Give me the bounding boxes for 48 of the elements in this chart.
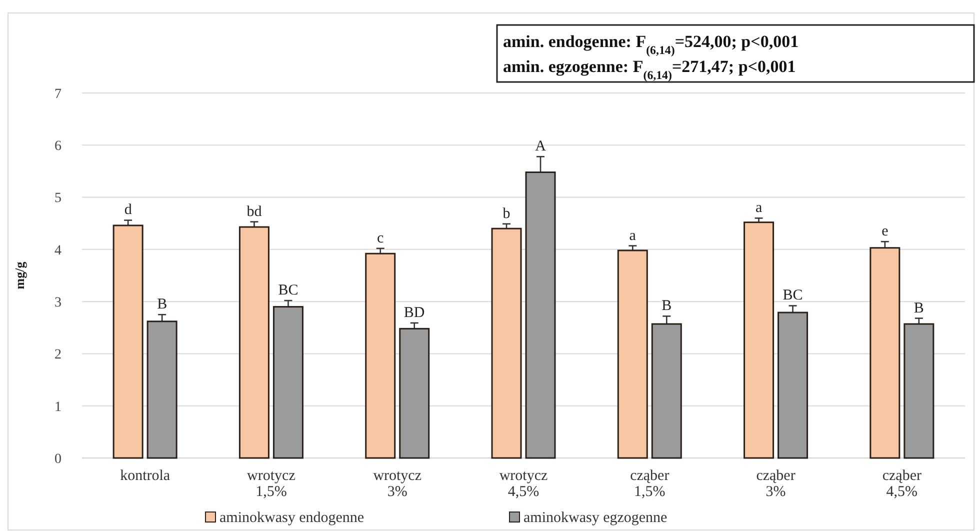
bar xyxy=(744,222,774,459)
y-tick-label: 0 xyxy=(54,452,62,467)
x-tick-label: kontrola xyxy=(120,468,170,484)
legend-label: aminokwasy endogenne xyxy=(220,510,364,526)
data-label: BC xyxy=(278,282,298,299)
bar xyxy=(525,172,556,459)
y-tick-label: 5 xyxy=(54,191,62,206)
x-tick-label: cząber 3% xyxy=(756,468,796,500)
x-tick-label: cząber 4,5% xyxy=(882,468,922,500)
y-tick-label: 6 xyxy=(54,139,62,154)
data-label: a xyxy=(629,228,636,244)
bar xyxy=(365,252,396,459)
bar xyxy=(870,247,900,459)
text: amin. endogenne: F$_{(6,14)}$=524,00; p<0,001 xyxy=(503,32,799,57)
x-tick-label: cząber 1,5% xyxy=(630,468,670,500)
data-label: e xyxy=(882,224,889,240)
bar xyxy=(112,224,144,459)
text: amin. egzogenne: F$_{(6,14)}$=271,47; p<0,001 xyxy=(503,57,796,82)
bar xyxy=(272,306,304,459)
data-label: bd xyxy=(246,204,262,220)
bar xyxy=(651,323,682,459)
y-tick-label: 2 xyxy=(54,348,62,363)
data-label: B xyxy=(157,296,168,313)
x-tick-label: wrotycz 3% xyxy=(373,468,422,500)
data-label: c xyxy=(377,230,384,246)
data-label: BD xyxy=(404,304,425,321)
data-label: B xyxy=(662,298,672,314)
y-tick-label: 4 xyxy=(54,243,62,258)
data-label: A xyxy=(535,138,546,155)
data-label: d xyxy=(124,202,132,218)
legend-label: aminokwasy egzogenne xyxy=(524,510,668,526)
x-tick-label: wrotycz 1,5% xyxy=(247,468,296,500)
bar xyxy=(617,250,648,459)
bar xyxy=(399,328,430,459)
data-label: a xyxy=(755,200,762,216)
y-tick-label: 7 xyxy=(54,86,62,102)
bar xyxy=(146,320,178,459)
bar xyxy=(904,323,934,459)
x-tick-label: wrotycz 4,5% xyxy=(499,468,548,500)
bar xyxy=(778,312,808,459)
bar xyxy=(238,226,270,459)
data-label: b xyxy=(502,206,510,222)
y-tick-label: 1 xyxy=(54,400,62,415)
data-label: B xyxy=(914,300,924,316)
bar xyxy=(491,228,522,459)
y-axis-title: mg/g xyxy=(12,261,27,290)
data-label: BC xyxy=(782,288,803,304)
y-tick-label: 3 xyxy=(54,295,62,310)
